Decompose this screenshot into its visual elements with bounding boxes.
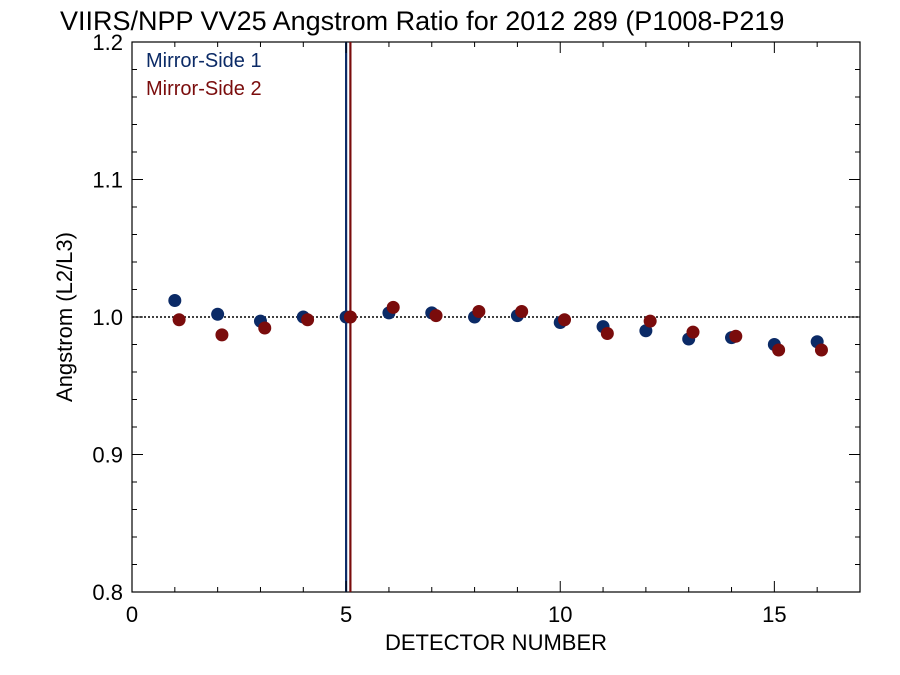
y-tick-label: 1.1 — [92, 168, 123, 193]
x-tick-label: 5 — [340, 602, 352, 627]
point-mirror-side-2 — [558, 313, 572, 327]
y-tick-label: 1.2 — [92, 30, 123, 55]
y-tick-label: 0.9 — [92, 443, 123, 468]
point-mirror-side-2 — [686, 325, 700, 339]
point-mirror-side-2 — [215, 328, 229, 342]
point-mirror-side-2 — [343, 310, 357, 324]
y-tick-label: 1.0 — [92, 305, 123, 330]
point-mirror-side-2 — [429, 309, 443, 323]
point-mirror-side-2 — [386, 300, 400, 314]
point-mirror-side-2 — [172, 313, 186, 327]
point-mirror-side-2 — [600, 327, 614, 340]
point-mirror-side-1 — [211, 307, 225, 321]
point-mirror-side-2 — [643, 314, 657, 328]
point-mirror-side-1 — [168, 294, 182, 307]
point-mirror-side-2 — [515, 305, 529, 318]
y-tick-label: 0.8 — [92, 580, 123, 605]
axis-ticks: 0 5 10 15 0.8 0.9 1.0 1.1 1.2 — [92, 30, 860, 627]
legend-mirror-side-2: Mirror-Side 2 — [146, 78, 262, 100]
x-tick-label: 15 — [762, 602, 786, 627]
legend-mirror-side-1: Mirror-Side 1 — [146, 50, 262, 72]
point-mirror-side-2 — [814, 343, 828, 357]
y-axis-label: Angstrom (L2/L3) — [52, 232, 77, 402]
data-points — [168, 294, 828, 357]
x-tick-label: 0 — [126, 602, 138, 627]
point-mirror-side-2 — [301, 313, 315, 327]
point-mirror-side-2 — [258, 321, 272, 335]
point-mirror-side-2 — [729, 329, 743, 343]
x-axis-label: DETECTOR NUMBER — [385, 630, 607, 655]
point-mirror-side-2 — [472, 305, 486, 318]
chart-title: VIIRS/NPP VV25 Angstrom Ratio for 2012 2… — [60, 6, 784, 36]
x-tick-label: 10 — [548, 602, 572, 627]
point-mirror-side-2 — [772, 343, 786, 357]
